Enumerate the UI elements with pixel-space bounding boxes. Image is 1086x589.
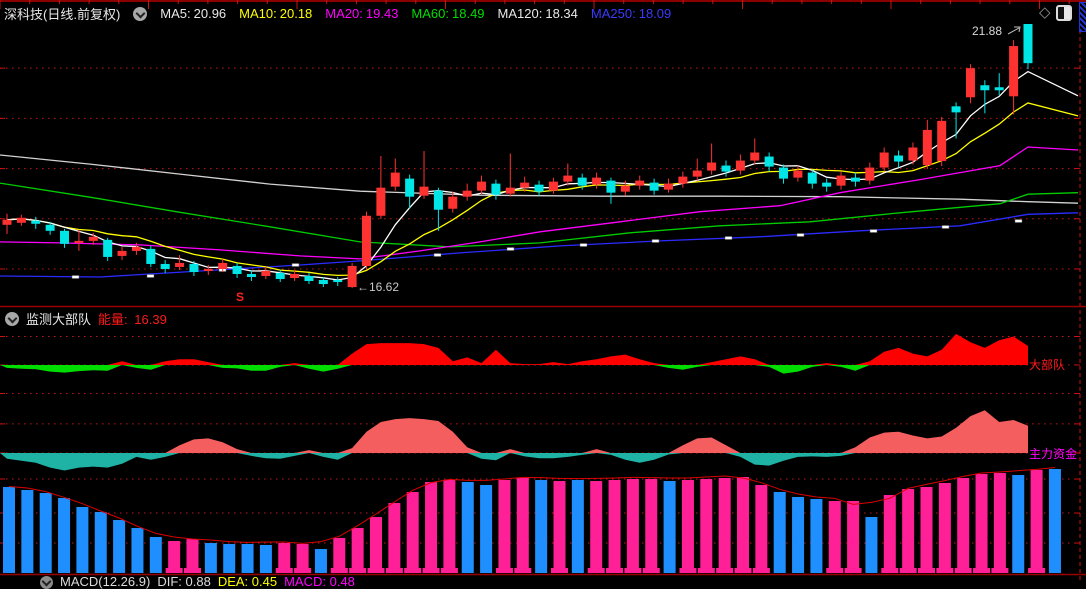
ma60-label: MA60: <box>411 6 449 21</box>
energy-value: 16.39 <box>134 312 167 327</box>
ma120-value: 18.34 <box>545 6 578 21</box>
low-price-label: ←16.62 <box>357 280 400 294</box>
toolbar-icons: ◇ <box>1039 5 1072 21</box>
dea-readout: DEA: 0.45 <box>218 575 277 589</box>
ma5-readout: MA5: 20.96 <box>160 6 226 21</box>
dea-label: DEA: <box>217 574 249 589</box>
ma60-readout: MA60: 18.49 <box>411 6 484 21</box>
macd-label: MACD: <box>284 574 326 589</box>
ma20-readout: MA20: 19.43 <box>325 6 398 21</box>
ma5-label: MA5: <box>160 6 191 21</box>
page-title: 深科技(日线.前复权) <box>4 7 121 22</box>
energy-label: 能量: <box>98 312 128 327</box>
dea-value: 0.45 <box>251 574 278 589</box>
ma20-label: MA20: <box>325 6 363 21</box>
ma10-label: MA10: <box>239 6 277 21</box>
chart-header: 深科技(日线.前复权) MA5: 20.96 MA10: 20.18 MA20: 19… <box>4 4 671 23</box>
macd-value: 0.48 <box>329 574 355 589</box>
ma250-readout: MA250: 18.09 <box>591 6 671 21</box>
ma120-readout: MA120: 18.34 <box>498 6 578 21</box>
panel2-title: 监测大部队 <box>26 312 92 327</box>
ma5-value: 20.96 <box>193 6 227 21</box>
ma120-label: MA120: <box>497 6 543 21</box>
scroll-edge-icon[interactable] <box>1079 2 1086 32</box>
ma10-readout: MA10: 20.18 <box>239 6 312 21</box>
dif-readout: DIF: 0.88 <box>157 575 211 589</box>
chevron-down-icon[interactable] <box>133 6 148 21</box>
dif-value: 0.88 <box>185 574 211 589</box>
panel3-series-label: 主力资金 <box>1029 447 1078 461</box>
dif-label: DIF: <box>157 574 182 589</box>
chevron-down-icon[interactable] <box>40 575 53 589</box>
macd-readout: MACD: 0.48 <box>284 575 355 589</box>
macd-title: MACD(12.26.9) <box>60 574 151 589</box>
ma250-value: 18.09 <box>638 6 672 21</box>
ma20-value: 19.43 <box>365 6 399 21</box>
panel2-series-label: 大部队 <box>1029 358 1066 372</box>
chevron-down-icon[interactable] <box>5 311 19 326</box>
high-price-label: 21.88 <box>972 24 1003 38</box>
sell-signal-marker: S <box>236 290 245 304</box>
ma60-value: 18.49 <box>452 6 485 21</box>
macd-footer: MACD(12.26.9) DIF: 0.88 DEA: 0.45 MACD: … <box>40 575 355 589</box>
ma250-label: MA250: <box>590 6 636 21</box>
panel2-energy-readout: 能量: 16.39 <box>98 309 167 328</box>
diamond-icon[interactable]: ◇ <box>1039 4 1051 21</box>
ma10-value: 20.18 <box>279 6 313 21</box>
panel2-header: 监测大部队 能量: 16.39 <box>5 309 167 328</box>
split-view-icon[interactable] <box>1055 5 1072 21</box>
